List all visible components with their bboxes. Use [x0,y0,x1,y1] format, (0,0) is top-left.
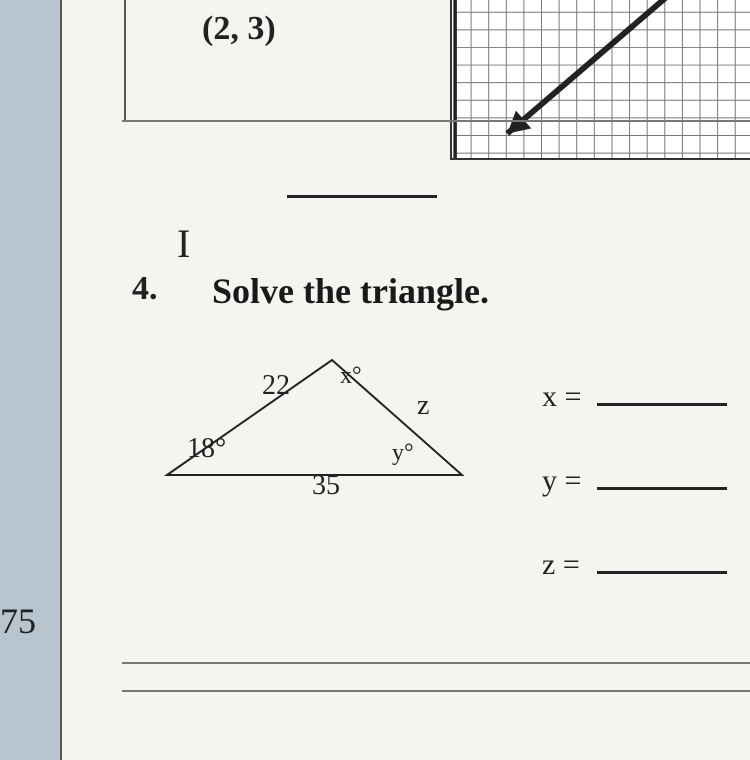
answer-blank-top [287,195,437,198]
worksheet-page: (2, 3) I 4. Solve the triangle. 22 35 z … [60,0,750,760]
angle-label-top: x° [340,363,362,390]
text-cursor: I [177,220,190,267]
divider-horizontal-2 [122,662,750,664]
divider-horizontal-1 [122,120,750,122]
answer-blank-y [597,487,727,490]
question-number: 4. [132,270,158,308]
grid-svg [452,0,750,158]
page-side-number: 75 [0,600,36,642]
angle-label-right: y° [392,440,414,467]
side-label-right: z [417,390,429,422]
answer-blank-z [597,571,727,574]
angle-label-left: 18° [187,433,226,465]
triangle-figure: 22 35 z 18° x° y° [157,345,487,505]
answer-label-z: z = [542,548,597,582]
divider-vertical [124,0,126,120]
coordinate-text: (2, 3) [202,10,276,48]
divider-horizontal-3 [122,690,750,692]
question-prompt: Solve the triangle. [212,270,489,312]
answer-blank-x [597,403,727,406]
answer-label-x: x = [542,380,597,414]
answer-row-x: x = [542,380,727,414]
answer-row-y: y = [542,464,727,498]
answer-block: x = y = z = [542,380,727,632]
side-label-bottom: 35 [312,470,340,502]
side-label-top: 22 [262,370,290,402]
answer-label-y: y = [542,464,597,498]
answer-row-z: z = [542,548,727,582]
coordinate-grid [450,0,750,160]
